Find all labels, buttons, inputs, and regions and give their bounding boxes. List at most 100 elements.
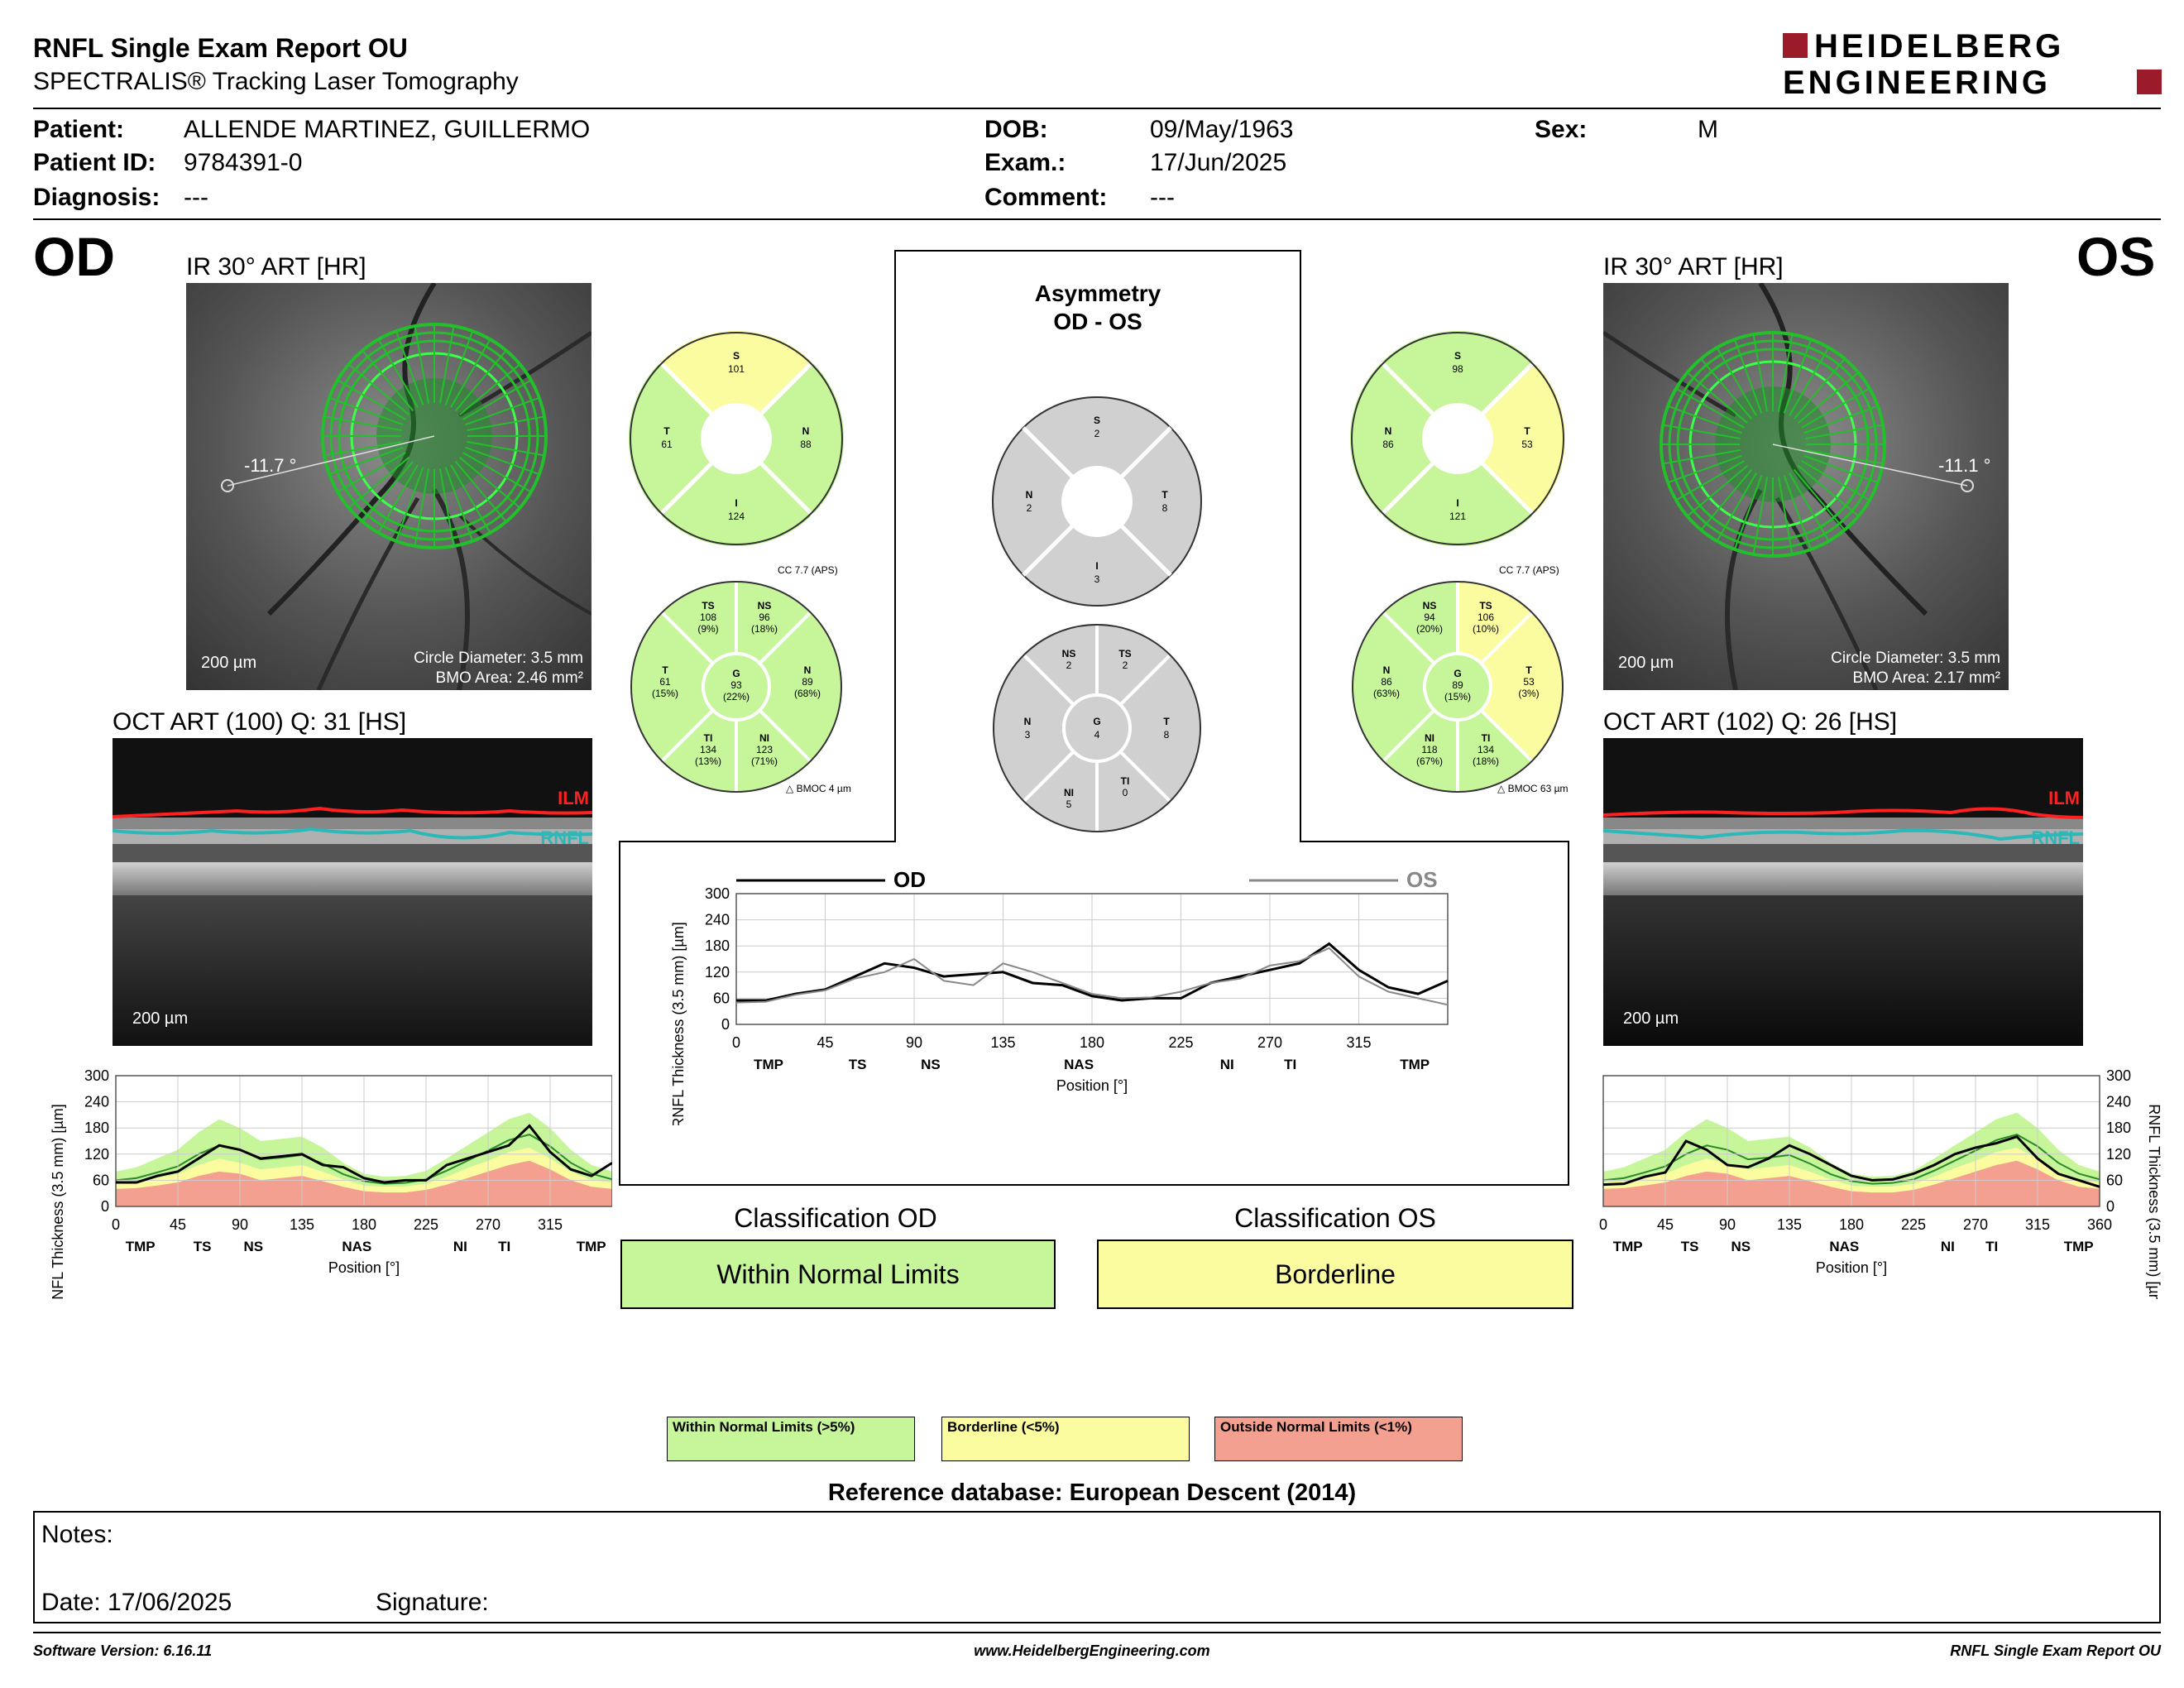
x-tick-label: 45: [817, 1034, 833, 1051]
od-rnfl-label: RNFL: [540, 827, 589, 848]
series-line: [116, 1124, 612, 1184]
os-fundus-scale: 200 µm: [1618, 654, 1674, 672]
plot-frame: [735, 893, 1449, 1025]
os-circle-diameter: Circle Diameter: 3.5 mm: [1831, 650, 2000, 667]
x-tick-label: 90: [232, 1216, 248, 1233]
legend-label: OS: [1406, 867, 1438, 892]
footer-divider: [33, 1632, 2161, 1633]
y-tick-label: 60: [2106, 1172, 2123, 1188]
exam-value: 17/Jun/2025: [1150, 149, 1287, 176]
sector-label: NI: [1220, 1057, 1234, 1072]
svg-text:101: 101: [728, 363, 745, 375]
svg-text:(20%): (20%): [1416, 623, 1443, 635]
y-tick-label: 120: [705, 964, 730, 981]
svg-text:G: G: [1093, 716, 1100, 727]
y-tick-label: 0: [101, 1198, 109, 1215]
x-tick-label: 270: [476, 1216, 500, 1233]
svg-text:2: 2: [1094, 428, 1100, 439]
x-axis-label: Position [°]: [1056, 1077, 1128, 1094]
sector-label: NI: [453, 1239, 467, 1254]
svg-text:134: 134: [700, 744, 716, 755]
svg-text:4: 4: [1094, 729, 1100, 741]
asymmetry-sector-chart: NS 2 TS 2 N 3 G 4 T 8 NI 5 TI 0: [991, 622, 1203, 834]
asymmetry-profile-chart: 0 60 120 180 240 300 0 45 90 135 180 225 270 315 TMP TS…: [670, 867, 1449, 1125]
sector-label: TMP: [1400, 1057, 1430, 1072]
x-tick-label: 0: [732, 1034, 740, 1051]
od-oct-scale: 200 µm: [132, 1009, 189, 1028]
os-angle: -11.1 °: [1938, 455, 1991, 476]
svg-text:108: 108: [700, 611, 716, 623]
svg-text:NI: NI: [1064, 787, 1074, 798]
svg-text:N: N: [1385, 425, 1392, 437]
x-tick-label: 270: [1257, 1034, 1282, 1051]
y-tick-label: 240: [705, 912, 730, 928]
svg-text:T: T: [1524, 425, 1530, 437]
series-line: [735, 947, 1449, 1006]
od-quadrant-chart: S 101 T 61 N 88 I 124: [629, 331, 844, 546]
dob-value: 09/May/1963: [1150, 116, 1294, 143]
os-bmo-area: BMO Area: 2.17 mm²: [1852, 669, 2000, 687]
x-tick-label: 90: [906, 1034, 922, 1051]
x-axis-label: Position [°]: [1816, 1259, 1887, 1276]
x-tick-label: 225: [1901, 1216, 1926, 1233]
svg-text:T: T: [1163, 716, 1170, 727]
y-tick-label: 120: [2106, 1146, 2131, 1163]
os-rnfl-label: RNFL: [2031, 827, 2080, 848]
signature-label: Signature:: [376, 1589, 489, 1616]
x-tick-label: 180: [352, 1216, 376, 1233]
patient-id: 9784391-0: [184, 149, 303, 176]
sector-label: TS: [1681, 1239, 1699, 1254]
date-label: Date: 17/06/2025: [41, 1589, 232, 1616]
svg-text:S: S: [1094, 415, 1100, 426]
os-ir-title: IR 30° ART [HR]: [1603, 253, 1784, 281]
svg-text:3: 3: [1094, 573, 1100, 585]
svg-text:TI: TI: [1482, 732, 1491, 744]
sector-label: NS: [1731, 1239, 1751, 1254]
svg-text:G: G: [1454, 668, 1461, 679]
svg-text:I: I: [1095, 560, 1098, 572]
svg-text:61: 61: [661, 439, 673, 450]
reference-database: Reference database: European Descent (20…: [827, 1479, 1357, 1506]
sector-label: TI: [1985, 1239, 1998, 1254]
od-classification-title: Classification OD: [734, 1203, 937, 1233]
od-fundus-scale: 200 µm: [201, 654, 257, 672]
plot-frame: [1602, 1075, 2100, 1207]
diagnosis-label: Diagnosis:: [33, 184, 160, 211]
y-tick-label: 300: [84, 1067, 109, 1084]
y-axis-label: RNFL Thickness (3.5 mm) [µm]: [2146, 1104, 2162, 1299]
x-tick-label: 45: [1657, 1216, 1674, 1233]
comment-label: Comment:: [984, 184, 1108, 211]
svg-text:8: 8: [1162, 502, 1168, 514]
svg-text:94: 94: [1424, 611, 1435, 623]
y-tick-label: 300: [705, 885, 730, 902]
x-tick-label: 45: [170, 1216, 186, 1233]
os-sector-chart: NS 94 (20%) TS 106 (10%) N 86 (63%) G 89…: [1350, 579, 1565, 794]
os-fundus-image: -11.1 ° 200 µm Circle Diameter: 3.5 mm B…: [1603, 283, 2009, 690]
x-tick-label: 315: [538, 1216, 563, 1233]
svg-text:106: 106: [1478, 611, 1494, 623]
svg-text:S: S: [733, 350, 740, 362]
svg-text:TI: TI: [1121, 775, 1130, 787]
os-ilm-label: ILM: [2048, 788, 2080, 808]
od-bmo-area: BMO Area: 2.46 mm²: [435, 669, 583, 687]
asymmetry-frame: [619, 250, 1569, 1186]
svg-text:2: 2: [1066, 659, 1072, 671]
sector-label: NAS: [342, 1239, 371, 1254]
svg-text:T: T: [1525, 664, 1532, 676]
od-circle-diameter: Circle Diameter: 3.5 mm: [414, 650, 583, 667]
svg-text:53: 53: [1523, 676, 1535, 688]
diagnosis-value: ---: [184, 184, 208, 211]
series-line: [1602, 1135, 2100, 1188]
notes-box: Notes: Date: 17/06/2025 Signature:: [33, 1511, 2161, 1623]
svg-text:8: 8: [1164, 729, 1170, 741]
patient-id-label: Patient ID:: [33, 149, 156, 176]
svg-text:134: 134: [1478, 744, 1494, 755]
svg-text:TI: TI: [704, 732, 713, 744]
heidelberg-logo: HEIDELBERG ENGINEERING: [1783, 30, 2163, 103]
svg-text:NI: NI: [759, 732, 769, 744]
y-tick-label: 0: [721, 1016, 730, 1033]
x-tick-label: 180: [1839, 1216, 1864, 1233]
sector-label: TMP: [126, 1239, 156, 1254]
x-tick-label: 180: [1080, 1034, 1104, 1051]
exam-label: Exam.:: [984, 149, 1066, 176]
